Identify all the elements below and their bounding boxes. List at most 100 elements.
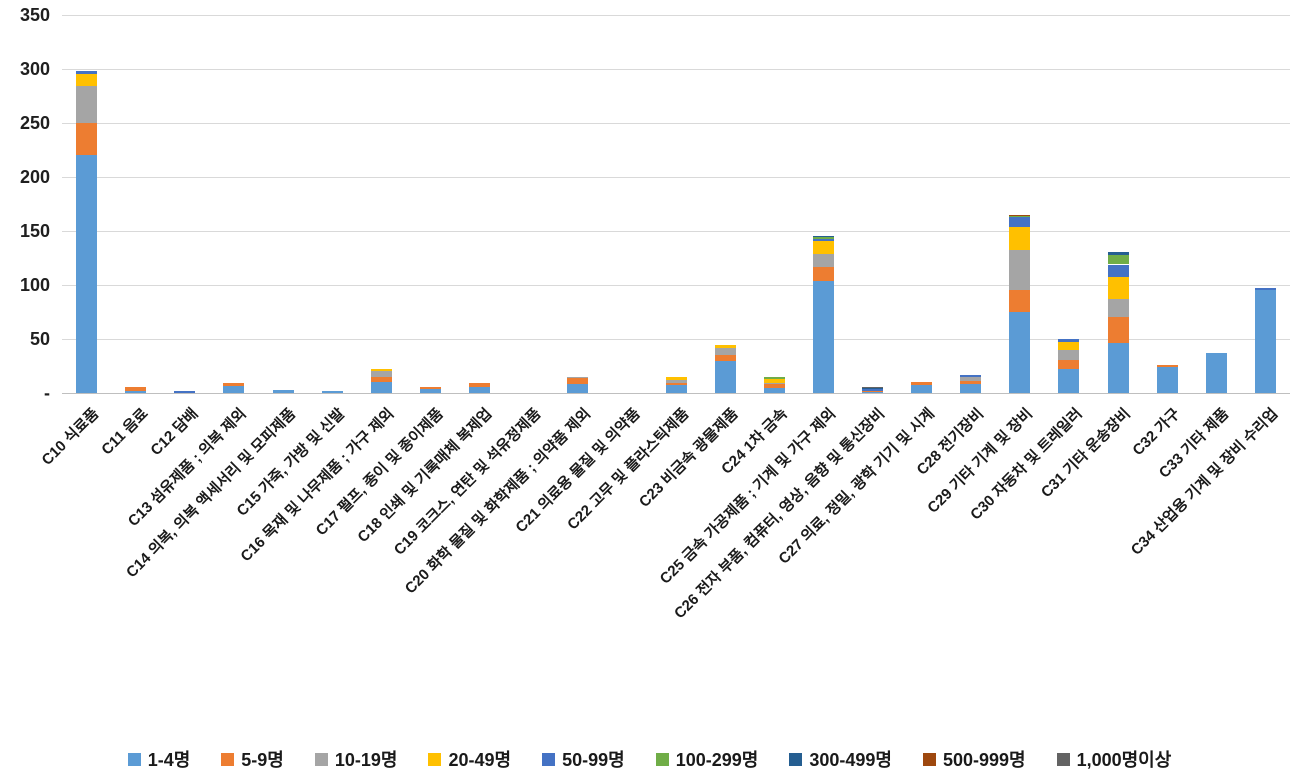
gridline-100 — [62, 284, 1290, 286]
bar-segment-5-9명 — [419, 387, 441, 389]
legend-swatch-icon — [428, 752, 442, 766]
bar-segment-1-4명 — [1107, 343, 1129, 393]
gridline-350 — [62, 14, 1290, 16]
bar-segment-1-4명 — [1009, 312, 1031, 393]
bar-segment-1-4명 — [419, 388, 441, 393]
bar-segment-5-9명 — [960, 381, 982, 385]
legend-swatch-icon — [221, 752, 235, 766]
bar-C25 — [812, 15, 834, 393]
bar-segment-5-9명 — [763, 384, 785, 388]
bar-C20 — [567, 15, 589, 393]
bar-segment-5-9명 — [567, 378, 589, 385]
bar-segment-20-49명 — [812, 240, 834, 254]
gridline-300 — [62, 68, 1290, 70]
bar-segment-100-299명 — [812, 237, 834, 239]
bar-segment-5-9명 — [370, 376, 392, 383]
bar-segment-1-4명 — [1058, 369, 1080, 393]
legend-item-20-49명: 20-49명 — [428, 746, 511, 772]
legend-label: 1-4명 — [147, 750, 191, 770]
bar-segment-5-9명 — [1058, 359, 1080, 370]
bar-segment-20-49명 — [714, 345, 736, 348]
bar-segment-10-19명 — [370, 371, 392, 377]
bar-segment-50-99명 — [812, 238, 834, 241]
bar-C22 — [665, 15, 687, 393]
x-axis-label: C11 음료 — [98, 405, 152, 459]
bar-segment-50-99명 — [1009, 216, 1031, 227]
bar-segment-300-499명 — [1107, 251, 1129, 255]
bar-segment-10-19명 — [763, 383, 785, 385]
legend-label: 10-19명 — [334, 750, 398, 770]
bar-C34 — [1254, 15, 1276, 393]
bar-C26 — [861, 15, 883, 393]
bar-segment-10-19명 — [1107, 299, 1129, 318]
bar-segment-5-9명 — [911, 382, 933, 386]
bar-C33 — [1205, 15, 1227, 393]
bar-segment-5-9명 — [125, 386, 147, 391]
bar-segment-1-4명 — [76, 155, 98, 393]
legend-item-300-499명: 300-499명 — [789, 746, 892, 772]
legend-label: 1,000명이상 — [1076, 750, 1172, 770]
bar-segment-1-4명 — [1156, 367, 1178, 393]
gridline-200 — [62, 176, 1290, 178]
bar-segment-5-9명 — [861, 390, 883, 392]
plot-area — [62, 14, 1290, 394]
bar-segment-10-19명 — [567, 376, 589, 379]
legend-swatch-icon — [922, 752, 936, 766]
bar-C13 — [223, 15, 245, 393]
bar-segment-5-9명 — [76, 123, 98, 156]
bar-C19 — [518, 15, 539, 393]
legend-label: 5-9명 — [241, 750, 284, 770]
bar-segment-5-9명 — [1156, 364, 1178, 368]
bar-segment-100-299명 — [1107, 254, 1129, 265]
bar-segment-300-499명 — [861, 387, 883, 389]
legend-item-1-4명: 1-4명 — [127, 746, 191, 772]
bar-segment-20-49명 — [1107, 277, 1129, 300]
y-tick-label: 350 — [19, 5, 50, 25]
legend-swatch-icon — [127, 752, 141, 766]
bar-C24 — [763, 15, 785, 393]
bar-segment-1-4명 — [812, 280, 834, 393]
bar-segment-1-4명 — [1254, 290, 1276, 393]
bar-segment-10-19명 — [1058, 349, 1080, 360]
bar-segment-5-9명 — [1009, 290, 1031, 312]
legend-label: 50-99명 — [562, 750, 625, 770]
bar-segment-5-9명 — [469, 383, 491, 387]
legend-item-500-999명: 500-999명 — [922, 746, 1026, 772]
bar-segment-20-49명 — [763, 378, 785, 384]
bar-C30 — [1058, 15, 1080, 393]
bar-segment-100-299명 — [763, 377, 785, 379]
bar-segment-1-4명 — [567, 384, 589, 393]
bar-C32 — [1156, 15, 1178, 393]
bar-segment-1-4명 — [665, 385, 687, 393]
legend-item-5-9명: 5-9명 — [221, 746, 284, 772]
y-tick-label: 250 — [19, 113, 50, 133]
bar-C16 — [370, 15, 392, 393]
bar-C27 — [911, 15, 933, 393]
y-tick-label: 50 — [29, 329, 50, 349]
bar-C14 — [272, 15, 294, 393]
bar-segment-1-4명 — [223, 385, 245, 393]
bar-segment-1-4명 — [1205, 353, 1227, 393]
bar-segment-10-19명 — [76, 86, 98, 123]
bar-segment-20-49명 — [370, 369, 392, 372]
legend: 1-4명 5-9명 10-19명 20-49명 50-99명 100-299명 300-49… — [0, 746, 1299, 772]
legend-swatch-icon — [655, 752, 669, 766]
legend-item-100-299명: 100-299명 — [655, 746, 758, 772]
bar-segment-50-99명 — [174, 391, 196, 393]
bar-C29 — [1009, 15, 1031, 393]
bar-segment-1-4명 — [125, 390, 147, 393]
bar-segment-1-4명 — [469, 386, 491, 393]
bar-segment-1-4명 — [272, 390, 294, 393]
bar-segment-20-49명 — [665, 377, 687, 380]
bar-C10 — [76, 15, 98, 393]
bar-segment-10-19명 — [665, 379, 687, 383]
legend-label: 300-499명 — [809, 750, 892, 770]
bar-segment-50-99명 — [960, 374, 982, 377]
y-tick-label: 300 — [19, 59, 50, 79]
bar-segment-50-99명 — [76, 71, 98, 75]
bar-C31 — [1107, 15, 1129, 393]
bar-segment-10-19명 — [960, 376, 982, 382]
bar-segment-10-19명 — [812, 253, 834, 267]
gridline-250 — [62, 122, 1290, 124]
